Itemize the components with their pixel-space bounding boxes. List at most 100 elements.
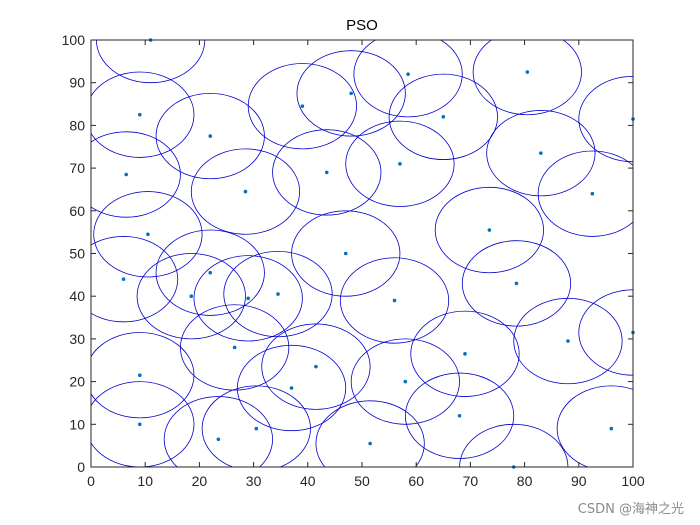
particle-point-27 [232,345,237,350]
radius-circles [91,40,633,467]
x-tick-label: 40 [300,473,316,489]
radius-circle-35 [201,385,311,467]
radius-circle-29 [261,323,371,410]
particle-point-38 [368,441,372,446]
radius-circle-30 [91,332,195,419]
radius-circle-4 [247,63,357,150]
x-tick-label: 50 [354,473,370,489]
radius-circle-13 [190,148,301,235]
particle-point-11 [324,170,329,175]
y-tick-label: 60 [69,203,85,219]
radius-circle-11 [272,129,382,216]
radius-circle-15 [434,186,544,274]
chart-title: PSO [346,17,378,34]
radius-circle-28 [410,310,520,397]
radius-circle-31 [350,338,460,425]
particle-point-18 [208,270,213,275]
particle-point-37 [216,437,221,442]
x-axis: 0 10 20 30 40 50 60 70 80 90 100 [87,40,645,489]
radius-circle-22 [136,253,246,340]
radius-circle-17 [291,210,401,297]
particle-point-26 [566,339,570,343]
particle-point-19 [121,277,126,281]
radius-circle-20 [461,240,572,327]
particle-point-10 [398,162,402,166]
particle-point-20 [514,281,519,286]
y-tick-label: 0 [77,459,85,475]
radius-circle-1 [353,40,463,118]
y-tick-label: 40 [69,288,85,304]
particle-point-4 [300,104,305,108]
y-tick-label: 100 [62,32,86,48]
y-tick-label: 30 [69,331,85,347]
y-tick-label: 70 [69,160,85,176]
radius-circle-8 [155,92,265,180]
particle-point-3 [349,91,353,96]
particle-point-22 [189,294,194,299]
radius-circle-10 [345,120,455,207]
radius-circle-12 [91,131,181,218]
radius-circle-21 [223,250,333,338]
radius-circle-26 [513,297,623,385]
particle-point-29 [314,364,318,369]
y-tick-label: 90 [69,75,85,91]
particle-point-34 [137,422,142,427]
particle-point-15 [487,228,492,232]
particle-point-12 [124,172,129,177]
particle-point-21 [276,292,280,296]
y-axis: 0 10 20 30 40 50 60 70 80 90 100 [62,32,633,475]
radius-circle-38 [315,400,425,467]
particle-point-35 [254,426,259,431]
plot-frame [90,39,634,468]
particle-point-8 [208,134,213,138]
particle-point-32 [289,386,294,390]
x-tick-label: 100 [621,473,645,489]
radius-circle-14 [537,150,633,237]
particle-point-1 [406,72,410,76]
y-tick-label: 20 [69,374,85,390]
particle-point-9 [539,151,543,155]
radius-circle-24 [339,257,450,344]
y-tick-label: 80 [69,117,85,133]
particle-point-36 [609,426,614,431]
x-tick-label: 80 [517,473,533,489]
particle-point-24 [392,298,397,303]
particle-point-30 [137,373,142,377]
particle-points [121,38,635,469]
x-tick-label: 0 [87,473,95,489]
x-tick-label: 60 [408,473,424,489]
particle-point-2 [525,70,530,74]
radius-circle-32 [236,344,347,432]
radius-circle-16 [93,191,203,278]
radius-circle-33 [404,372,515,459]
radius-circle-2 [472,40,582,116]
x-tick-label: 30 [246,473,262,489]
y-tick-label: 50 [69,246,85,262]
particle-point-17 [343,251,348,256]
radius-circle-23 [193,255,303,342]
particle-point-5 [137,112,142,117]
watermark: CSDN @海神之光 [577,502,684,517]
radius-circle-37 [163,396,273,467]
particle-point-23 [246,296,250,301]
radius-circle-9 [486,110,596,197]
radius-circle-18 [155,229,265,316]
particle-point-28 [463,352,467,356]
radius-circle-6 [388,73,498,160]
particle-point-6 [441,115,446,119]
x-tick-label: 10 [137,473,153,489]
particle-point-31 [403,379,408,384]
radius-circle-36 [556,385,633,467]
radius-circle-19 [91,236,179,323]
radius-circle-0 [96,40,206,84]
y-tick-label: 10 [69,416,85,432]
particle-point-14 [590,191,595,196]
particle-point-33 [457,413,462,418]
x-tick-label: 70 [463,473,479,489]
x-tick-label: 90 [571,473,587,489]
particle-point-16 [146,232,150,237]
radius-circle-3 [296,50,406,137]
particle-point-13 [243,189,248,194]
x-tick-label: 20 [192,473,208,489]
